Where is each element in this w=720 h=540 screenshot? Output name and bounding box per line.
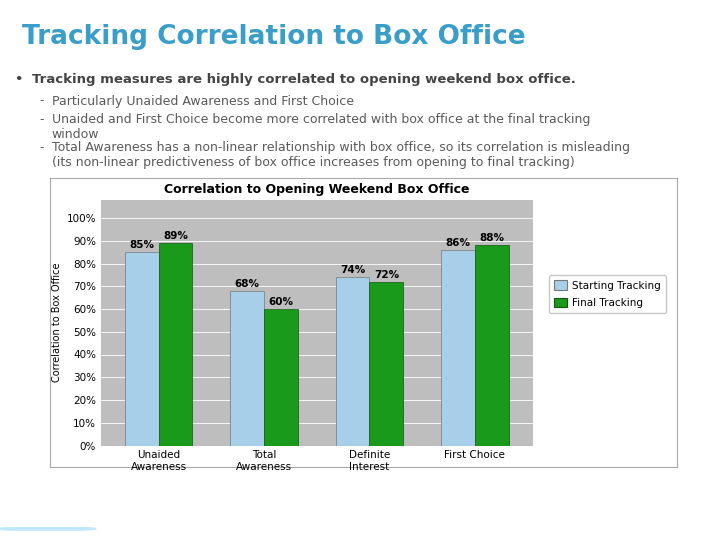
Bar — [336, 277, 369, 445]
Text: Particularly Unaided Awareness and First Choice: Particularly Unaided Awareness and First… — [52, 94, 354, 107]
Bar — [125, 252, 158, 446]
Text: 74%: 74% — [340, 265, 365, 275]
Text: Tracking Correlation to Box Office: Tracking Correlation to Box Office — [22, 24, 525, 50]
Circle shape — [24, 528, 50, 530]
Circle shape — [43, 528, 68, 530]
Bar — [230, 291, 264, 446]
Text: -: - — [40, 141, 44, 154]
Text: 72%: 72% — [374, 270, 399, 280]
Title: Correlation to Opening Weekend Box Office: Correlation to Opening Weekend Box Offic… — [164, 183, 469, 196]
Text: -: - — [40, 113, 44, 126]
Circle shape — [410, 494, 454, 497]
Text: Unaided and First Choice become more correlated with box office at the final tra: Unaided and First Choice become more cor… — [52, 113, 590, 141]
Text: NRG: NRG — [122, 501, 147, 511]
Text: 88%: 88% — [480, 233, 504, 244]
Circle shape — [644, 494, 687, 497]
Text: •: • — [14, 73, 23, 86]
Bar — [475, 245, 508, 446]
Circle shape — [577, 494, 620, 497]
Circle shape — [7, 528, 33, 530]
Text: 85%: 85% — [130, 240, 154, 251]
Text: 68%: 68% — [235, 279, 260, 289]
Circle shape — [477, 494, 521, 497]
Bar — [158, 243, 192, 446]
Circle shape — [60, 528, 87, 530]
Legend: Starting Tracking, Final Tracking: Starting Tracking, Final Tracking — [549, 275, 666, 313]
Text: 60%: 60% — [269, 297, 294, 307]
Circle shape — [444, 494, 487, 497]
Text: -: - — [40, 94, 44, 107]
Text: 86%: 86% — [446, 238, 470, 248]
Circle shape — [16, 528, 42, 530]
Bar — [441, 250, 475, 446]
Text: 89%: 89% — [163, 231, 188, 241]
Bar — [369, 282, 403, 446]
Text: nielsen: nielsen — [14, 494, 88, 512]
Text: Total Awareness has a non-linear relationship with box office, so its correlatio: Total Awareness has a non-linear relatio… — [52, 141, 630, 170]
Text: Confidential & Proprietary
Copyright © 2012 The Nielsen Company: Confidential & Proprietary Copyright © 2… — [551, 517, 706, 536]
Circle shape — [677, 494, 720, 497]
Circle shape — [544, 494, 587, 497]
Text: Tracking measures are highly correlated to opening weekend box office.: Tracking measures are highly correlated … — [32, 73, 576, 86]
Y-axis label: Correlation to Box Office: Correlation to Box Office — [53, 263, 62, 382]
Circle shape — [510, 494, 554, 497]
Circle shape — [610, 494, 654, 497]
Circle shape — [52, 528, 78, 530]
Circle shape — [34, 528, 60, 530]
Circle shape — [70, 528, 96, 530]
Bar — [264, 309, 298, 446]
Circle shape — [0, 528, 24, 530]
